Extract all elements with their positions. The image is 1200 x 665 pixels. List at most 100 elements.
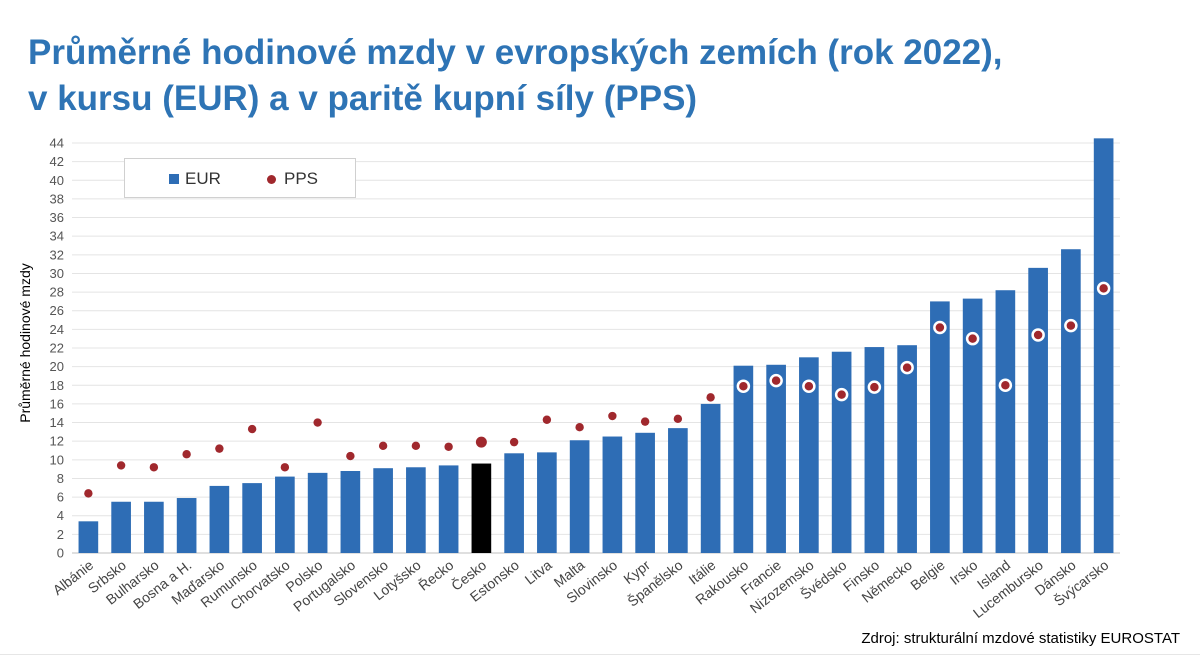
point-pps — [1064, 318, 1078, 333]
point-pps — [1096, 281, 1111, 296]
point-pps — [84, 489, 93, 498]
point-pps — [149, 463, 159, 472]
x-tick-label: Řecko — [415, 557, 456, 594]
y-axis-label: Průměrné hodinové mzdy — [17, 263, 33, 423]
bars — [78, 138, 1114, 553]
point-pps — [575, 423, 584, 432]
bar-eur — [569, 440, 590, 553]
bar-eur — [176, 498, 197, 553]
point-pps — [802, 379, 816, 393]
y-tick-label: 22 — [50, 341, 64, 356]
bar-eur — [995, 290, 1016, 553]
point-pps — [475, 436, 487, 448]
y-tick-label: 8 — [57, 471, 64, 486]
legend-swatch-pps — [267, 174, 276, 184]
point-pps — [247, 424, 257, 434]
bar-eur — [406, 467, 426, 553]
y-tick-label: 38 — [50, 191, 64, 206]
bar-eur — [373, 468, 393, 553]
y-tick-label: 42 — [50, 154, 64, 169]
bar-eur — [438, 465, 459, 553]
pps-points — [84, 281, 1111, 498]
y-axis-ticks: 0246810121416182022242628303234363840424… — [50, 136, 64, 561]
bar-eur — [668, 428, 688, 553]
point-pps — [706, 393, 715, 402]
legend-label-pps: PPS — [284, 169, 319, 188]
y-tick-label: 12 — [50, 434, 64, 449]
y-tick-label: 28 — [50, 285, 64, 300]
bar-eur — [111, 501, 131, 553]
point-pps — [867, 380, 882, 394]
footer-divider — [0, 654, 1200, 655]
point-pps — [608, 411, 617, 421]
bar-eur — [733, 365, 754, 553]
point-pps — [769, 373, 783, 388]
bar-eur — [602, 436, 623, 553]
chart-legend: EUR PPS — [124, 158, 356, 198]
y-tick-label: 18 — [50, 378, 64, 393]
point-pps — [673, 414, 683, 424]
point-pps — [1031, 328, 1045, 342]
bar-eur — [209, 485, 230, 553]
point-pps — [509, 437, 519, 447]
bar-eur — [799, 357, 819, 553]
bar-eur — [1028, 267, 1048, 553]
bar-eur — [864, 347, 885, 553]
legend-item-pps: PPS — [267, 169, 318, 189]
point-pps — [182, 450, 191, 459]
y-tick-label: 14 — [50, 415, 64, 430]
legend-swatch-eur — [169, 174, 179, 184]
bar-eur — [144, 501, 164, 553]
source-note: Zdroj: strukturální mzdové statistiky EU… — [861, 630, 1180, 647]
bar-eur — [275, 476, 295, 553]
point-pps — [313, 418, 322, 427]
bar-eur — [242, 483, 262, 553]
x-tick-label: Litva — [522, 557, 555, 588]
point-pps — [280, 463, 290, 472]
y-tick-label: 2 — [57, 527, 64, 542]
y-tick-label: 30 — [50, 266, 64, 281]
point-pps — [736, 379, 751, 393]
bar-eur — [700, 403, 721, 553]
y-tick-label: 4 — [57, 508, 64, 523]
y-tick-label: 32 — [50, 247, 64, 262]
legend-item-eur: EUR — [169, 169, 221, 189]
bar-eur — [537, 452, 557, 553]
point-pps — [346, 451, 355, 461]
point-pps — [411, 441, 421, 451]
point-pps — [900, 360, 914, 375]
legend-label-eur: EUR — [185, 169, 221, 188]
point-pps — [933, 320, 947, 335]
point-pps — [640, 417, 650, 426]
y-tick-label: 20 — [50, 359, 64, 374]
bar-eur — [831, 351, 852, 553]
point-pps — [542, 415, 552, 424]
y-tick-label: 34 — [50, 229, 64, 244]
y-tick-label: 24 — [50, 322, 64, 337]
point-pps — [444, 442, 453, 451]
point-pps — [965, 331, 980, 346]
y-tick-label: 26 — [50, 303, 64, 318]
bar-eur — [635, 432, 655, 553]
bar-eur — [1061, 249, 1081, 553]
bar-eur — [766, 364, 786, 553]
bar-eur — [340, 471, 361, 553]
bar-eur — [504, 453, 524, 553]
y-tick-label: 6 — [57, 490, 64, 505]
point-pps — [378, 441, 388, 451]
y-tick-label: 0 — [57, 546, 64, 561]
bar-eur — [78, 521, 99, 553]
x-tick-label: Albánie — [50, 557, 97, 598]
y-tick-label: 16 — [50, 396, 64, 411]
chart-title-line-2: v kursu (EUR) a v paritě kupní síly (PPS… — [28, 79, 698, 118]
y-tick-label: 40 — [50, 173, 64, 188]
bar-eur — [930, 301, 950, 553]
y-tick-label: 44 — [50, 136, 64, 151]
point-pps — [116, 461, 126, 470]
chart-title: Průměrné hodinové mzdy v evropských zemí… — [28, 30, 1178, 122]
point-pps — [834, 387, 849, 402]
x-tick-label: Belgie — [907, 557, 948, 594]
bar-eur — [1093, 138, 1114, 553]
